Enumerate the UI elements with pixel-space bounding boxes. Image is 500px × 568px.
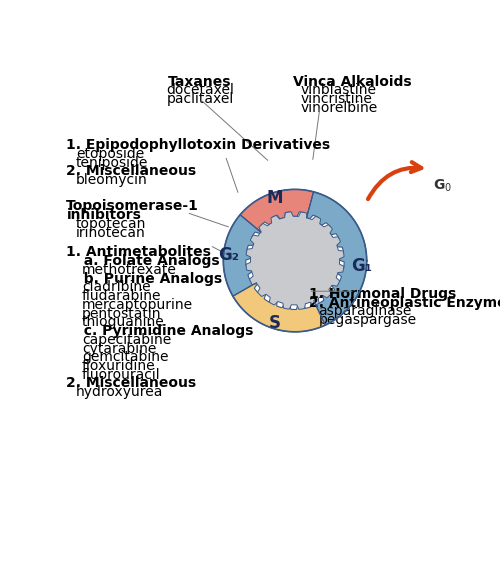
Text: Vinca Alkaloids: Vinca Alkaloids [293,75,412,89]
Text: 1. Epipodophyllotoxin Derivatives: 1. Epipodophyllotoxin Derivatives [66,138,330,152]
Text: 1. Antimetabolites: 1. Antimetabolites [66,245,211,259]
Text: Topoisomerase-1: Topoisomerase-1 [66,199,199,214]
Text: cladribine: cladribine [82,280,150,294]
Polygon shape [233,283,326,332]
Text: 2. Antineoplastic Enzymes: 2. Antineoplastic Enzymes [308,295,500,310]
Text: S: S [268,314,280,332]
Text: vincristine: vincristine [301,92,372,106]
Text: Taxanes: Taxanes [168,75,232,89]
Text: cytarabine: cytarabine [82,341,156,356]
Text: thioguanine: thioguanine [82,315,164,329]
Text: 2. Miscellaneous: 2. Miscellaneous [66,377,196,390]
Text: vinorelbine: vinorelbine [301,101,378,115]
Text: G₂: G₂ [218,246,239,264]
Text: a. Folate Analogs: a. Folate Analogs [74,254,220,268]
Text: inhibitors: inhibitors [66,208,142,222]
Text: pegaspargase: pegaspargase [318,313,416,327]
Text: irinotecan: irinotecan [76,225,146,240]
Polygon shape [240,189,314,232]
Text: c. Pyrimidine Analogs: c. Pyrimidine Analogs [74,324,254,338]
Text: bleomycin: bleomycin [76,173,148,187]
Text: pentostatin: pentostatin [82,307,162,320]
Text: fluorouracil: fluorouracil [82,367,160,382]
Text: asparaginase: asparaginase [318,304,412,318]
Text: methotrexate: methotrexate [82,263,177,277]
Text: G₁: G₁ [351,257,372,275]
Text: mercaptopurine: mercaptopurine [82,298,193,312]
Text: capecitabine: capecitabine [82,333,171,346]
Text: docetaxel: docetaxel [166,83,234,98]
Text: fludarabine: fludarabine [82,289,162,303]
Text: vinblastine: vinblastine [301,83,377,98]
Text: hydroxyurea: hydroxyurea [76,385,164,399]
Text: paclitaxel: paclitaxel [166,92,234,106]
Text: M: M [266,189,283,207]
Text: G$_0$: G$_0$ [432,178,452,194]
FancyArrowPatch shape [368,162,422,199]
Text: b. Purine Analogs: b. Purine Analogs [74,272,222,286]
Text: teniposide: teniposide [76,156,148,170]
Text: gemcitabine: gemcitabine [82,350,168,364]
Text: topotecan: topotecan [76,217,146,231]
Text: 1. Hormonal Drugs: 1. Hormonal Drugs [308,287,456,301]
Polygon shape [246,212,344,310]
Polygon shape [306,192,366,325]
Polygon shape [224,215,261,296]
Text: etoposide: etoposide [76,147,144,161]
Text: floxuridine: floxuridine [82,359,156,373]
Text: 2. Miscellaneous: 2. Miscellaneous [66,164,196,178]
